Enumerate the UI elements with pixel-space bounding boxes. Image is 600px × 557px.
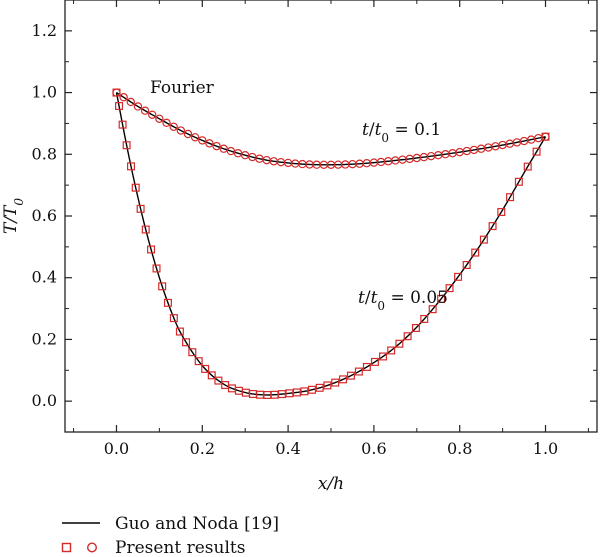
data-point-circle [219, 144, 228, 153]
data-point-square [118, 120, 127, 129]
data-point-square [523, 162, 532, 171]
data-point-square [131, 183, 140, 192]
series-line-curve-1 [115, 92, 547, 396]
data-markers [112, 88, 550, 399]
data-point-circle [140, 106, 150, 115]
data-point-square [331, 378, 340, 387]
x-tick-label: 0.2 [190, 439, 215, 458]
data-point-square [188, 348, 197, 357]
y-tick-label: 0.6 [32, 206, 57, 225]
data-point-square [315, 383, 324, 392]
data-point-square [532, 147, 541, 156]
x-tick-label: 0.8 [447, 439, 472, 458]
data-point-square [122, 141, 131, 150]
plot-frame [64, 0, 598, 433]
legend-square-marker [61, 542, 72, 553]
data-point-square [141, 225, 150, 234]
x-tick-label: 0.0 [104, 439, 129, 458]
y-tick-label: 1.0 [32, 83, 57, 102]
data-point-circle [176, 126, 186, 135]
data-point-square [462, 260, 471, 269]
data-point-square [323, 381, 332, 390]
legend-circle-marker [86, 542, 97, 553]
y-tick-label: 0.8 [32, 144, 57, 163]
y-tick-label: 0.2 [32, 329, 57, 348]
data-point-square [182, 338, 191, 347]
data-point-square [479, 235, 488, 244]
data-point-square [127, 162, 136, 171]
x-tick-label: 0.6 [361, 439, 386, 458]
data-curves [115, 91, 547, 396]
data-point-square [158, 282, 167, 291]
legend-markers-label: Present results [115, 538, 245, 557]
annotation-t005: t/t0 = 0.05 [358, 288, 448, 313]
data-point-circle [190, 133, 200, 142]
data-point-square [292, 388, 301, 397]
annotation-t01: t/t0 = 0.1 [362, 120, 441, 145]
y-tick-label: 0.4 [32, 268, 57, 287]
x-tick-label: 0.4 [275, 439, 300, 458]
data-point-square [300, 387, 309, 396]
data-point-square [339, 375, 348, 384]
data-point-square [445, 284, 454, 293]
data-point-circle [162, 118, 171, 128]
data-point-square [437, 294, 446, 303]
data-point-square [346, 371, 355, 380]
data-point-square [152, 264, 161, 273]
data-point-square [497, 207, 506, 216]
data-point-square [112, 88, 121, 97]
annotation-fourier: Fourier [150, 78, 215, 98]
data-point-square [395, 339, 404, 348]
data-point-square [354, 367, 363, 376]
data-point-circle [212, 141, 221, 151]
data-point-square [308, 385, 317, 394]
data-point-square [403, 332, 412, 341]
data-point-square [514, 177, 523, 186]
data-point-square [471, 248, 480, 257]
data-point-square [136, 204, 145, 213]
y-tick-label: 1.2 [32, 21, 57, 40]
data-point-square [115, 102, 124, 111]
data-point-square [175, 327, 184, 336]
data-point-square [379, 352, 388, 361]
data-point-square [207, 371, 216, 380]
data-point-circle [148, 110, 157, 119]
data-point-square [488, 222, 497, 231]
data-point-square [285, 389, 294, 398]
data-point-circle [205, 139, 214, 148]
data-point-circle [183, 129, 193, 139]
series-line-curve-0 [116, 91, 546, 166]
x-tick-label: 1.0 [533, 439, 558, 458]
data-point-circle [133, 102, 143, 111]
y-tick-label: 0.0 [32, 391, 57, 410]
data-point-square [169, 314, 178, 323]
data-point-circle [126, 97, 135, 107]
data-point-square [541, 132, 550, 141]
y-axis-label: T/T0 [1, 198, 26, 234]
data-point-square [147, 245, 156, 254]
data-point-circle [155, 114, 164, 124]
data-point-square [454, 272, 463, 281]
data-point-square [411, 323, 420, 332]
data-point-square [370, 357, 379, 366]
data-point-square [201, 364, 210, 373]
data-point-square [362, 362, 371, 371]
data-point-square [387, 346, 396, 355]
data-point-square [506, 193, 515, 202]
axis-ticks: 0.0 0.2 0.4 0.6 0.8 1.0 0.0 0.2 0.4 0.6 0.8 1.0 1.2 [32, 0, 597, 458]
legend: Guo and Noda [19] Present results [61, 514, 279, 557]
data-point-circle [119, 93, 128, 102]
data-point-square [163, 298, 172, 307]
data-point-square [277, 390, 286, 399]
data-point-square [214, 376, 223, 385]
legend-line-label: Guo and Noda [19] [115, 514, 279, 534]
data-point-square [420, 314, 429, 323]
data-point-square [194, 357, 203, 366]
x-axis-label: x/h [318, 474, 344, 494]
data-point-square [428, 305, 437, 314]
data-point-circle [198, 136, 207, 145]
data-point-circle [169, 122, 178, 131]
